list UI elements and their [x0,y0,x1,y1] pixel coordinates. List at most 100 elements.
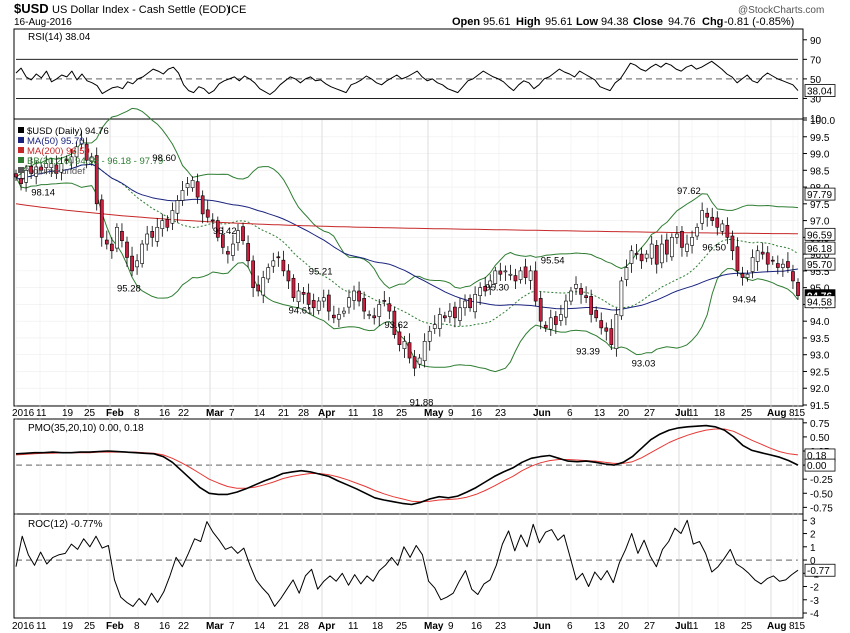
price-right-label-box [804,187,836,201]
x-tick-label-top: 19 [62,408,74,419]
x-tick-label-bottom: 25 [396,621,408,632]
price-right-label-box [804,295,836,309]
candle-body [241,226,245,242]
candle-body [442,315,447,319]
candle-body [715,217,720,228]
candle-body [266,267,271,280]
candle-body [94,155,99,205]
candle-body [382,300,387,302]
candle-body [584,295,588,299]
candle-body [448,310,452,317]
bb-lower-band [15,176,799,373]
x-tick-label-top: 9 [448,408,454,419]
instrument-name: US Dollar Index - Cash Settle (EOD) [52,4,230,16]
x-tick-label-bottom: Mar [206,621,224,632]
pmo-ytick-label: 0.50 [810,433,830,444]
x-tick-label-bottom: 2016 [12,621,35,632]
x-tick-label-top: Jul [675,408,690,419]
candle-body [89,156,94,162]
candle-body [372,315,377,319]
candle-body [337,314,341,320]
x-tick-label-top: 25 [396,408,408,419]
x-tick-label-bottom: 6 [567,621,573,632]
candle-body [407,342,412,359]
rsi-last-value: 38.04 [807,87,832,98]
svg-text:Chg: Chg [702,16,723,28]
price-annotation: 96.50 [702,242,726,253]
candle-body [160,220,165,229]
pmo-ytick-label: -0.50 [810,489,833,500]
candle-body [24,169,28,183]
legend-swatch [18,167,24,173]
rsi-ytick-label: 50 [810,75,822,86]
candle-body [195,181,200,198]
candle-body [231,243,235,256]
price-annotation: 96.42 [213,226,237,237]
candle-body [120,231,124,242]
x-tick-label-top: Apr [318,408,335,419]
pmo-right-label: 0.00 [807,461,827,472]
pmo-ytick-label: -0.75 [810,503,833,514]
watermark: @StockCharts.com [738,5,824,16]
svg-text:95.61: 95.61 [483,16,511,28]
x-tick-label-bottom: 25 [741,621,753,632]
candle-body [155,226,160,242]
candle-body [503,270,508,273]
candle-body [760,251,765,255]
candle-body [559,314,563,321]
candle-body [468,298,472,309]
candle-body [246,243,250,262]
candle-body [59,163,64,173]
candle-body [508,273,513,276]
candle-body [276,256,281,259]
candle-body [150,231,155,238]
candle-body [125,241,129,258]
candle-body [311,300,316,309]
x-tick-label-top: 14 [254,408,266,419]
candle-body [19,178,23,185]
candle-body [750,257,755,272]
candle-body [629,250,634,264]
candle-body [654,245,659,265]
x-tick-label-top: 13 [594,408,606,419]
rsi-last-value-box [804,84,836,97]
rsi-panel [13,28,804,120]
candle-body [705,212,710,218]
x-tick-label-bottom: 13 [594,621,606,632]
candle-body [548,317,553,330]
candle-body [553,316,558,325]
price-legend-item: MA(50) 95.70 [27,136,85,147]
price-legend-item: BB(20,2.0) 94.58 - 96.18 - 97.79 [27,156,163,167]
candle-body [412,356,417,369]
candle-body [765,252,770,265]
x-tick-label-bottom: 27 [644,621,656,632]
candle-body [518,270,523,280]
candle-body [44,163,49,168]
candle-body [432,324,437,329]
x-tick-label-top: 2016 [12,408,35,419]
roc-ytick-label: -4 [810,609,819,620]
candle-body [740,273,745,278]
candle-body [781,263,785,268]
candle-body [220,234,225,248]
candle-body [34,166,39,177]
price-ytick-label: 96.0 [810,250,830,261]
x-tick-label-bottom: Aug [767,621,786,632]
x-tick-label-top: May [424,408,444,419]
price-ytick-label: 98.5 [810,166,830,177]
roc-ytick-label: -2 [810,583,819,594]
candle-body [644,253,649,259]
x-tick-label-bottom: 8 [789,621,795,632]
x-tick-label-top: 8 [789,408,795,419]
rsi-title: RSI(14) 38.04 [28,32,91,43]
candle-body [226,251,230,255]
candle-body [417,357,422,365]
candle-body [392,310,397,335]
price-ytick-label: 93.5 [810,334,830,345]
chart-date: 16-Aug-2016 [14,17,72,28]
x-tick-label-bottom: 16 [471,621,483,632]
rsi-ytick-label: 10 [810,114,822,125]
x-tick-label-top: 16 [471,408,483,419]
candle-body [695,226,699,237]
x-tick-label-bottom: 21 [278,621,290,632]
